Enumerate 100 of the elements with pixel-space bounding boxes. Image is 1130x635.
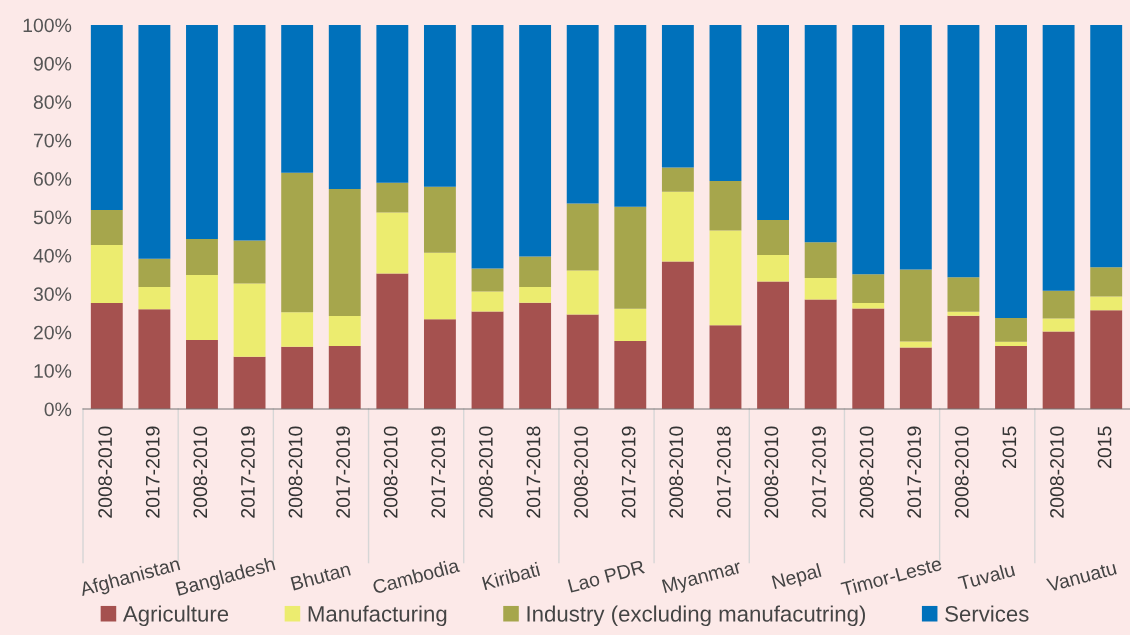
bar bbox=[566, 270, 599, 315]
bar bbox=[519, 286, 552, 303]
bar bbox=[995, 317, 1027, 342]
bar bbox=[519, 256, 552, 287]
text: Cambodia bbox=[371, 557, 461, 595]
bar bbox=[899, 341, 932, 348]
bar bbox=[186, 339, 218, 409]
bar bbox=[471, 291, 504, 312]
bar bbox=[852, 308, 885, 409]
x-tick-label: 2008-2010 bbox=[859, 426, 874, 518]
bar bbox=[757, 255, 790, 282]
bar bbox=[709, 230, 742, 326]
text: Nepal bbox=[771, 562, 823, 593]
y-tick-label: 50% bbox=[33, 210, 72, 225]
x-tick-label: 2008-2010 bbox=[764, 426, 779, 518]
bar bbox=[90, 210, 123, 246]
x-tick-label: 2015 bbox=[1097, 426, 1112, 468]
bar bbox=[376, 25, 409, 183]
bar bbox=[661, 167, 694, 192]
text: Myanmar bbox=[661, 559, 743, 597]
legend-label: Agriculture bbox=[122, 605, 229, 627]
bar bbox=[186, 238, 218, 275]
bar bbox=[995, 346, 1027, 409]
bar bbox=[90, 25, 123, 211]
bar bbox=[804, 278, 837, 300]
x-tick-label: 2017-2019 bbox=[621, 426, 636, 518]
bar bbox=[852, 25, 885, 275]
bar bbox=[947, 277, 980, 312]
bar bbox=[281, 172, 314, 313]
bar bbox=[709, 25, 742, 181]
x-tick-label: 2008-2010 bbox=[574, 426, 588, 518]
bar bbox=[233, 25, 266, 241]
bar bbox=[138, 258, 171, 287]
bar bbox=[757, 220, 790, 256]
bar bbox=[1090, 25, 1123, 268]
text: Vanuatu bbox=[1046, 561, 1117, 593]
y-tick-label: 20% bbox=[33, 325, 72, 340]
bar bbox=[90, 303, 123, 409]
bar bbox=[614, 341, 647, 409]
bar bbox=[947, 25, 980, 278]
y-tick-label: 10% bbox=[34, 364, 72, 378]
x-tick-label: 2017-2018 bbox=[716, 426, 731, 518]
bar bbox=[233, 356, 266, 409]
bar bbox=[1042, 290, 1075, 319]
x-tick-label: 2017-2019 bbox=[907, 426, 922, 518]
bar bbox=[804, 299, 837, 409]
x-tick-label: 2017-2019 bbox=[241, 426, 255, 518]
bar bbox=[852, 274, 885, 304]
bar bbox=[376, 212, 409, 274]
bar bbox=[423, 25, 456, 187]
bar bbox=[899, 347, 932, 409]
bar bbox=[471, 311, 504, 409]
bar bbox=[899, 269, 932, 342]
x-tick-label: 2017-2019 bbox=[431, 426, 446, 518]
text: Kiribati bbox=[481, 561, 541, 591]
bar bbox=[947, 315, 980, 409]
y-tick-label: 90% bbox=[33, 56, 72, 71]
y-tick-label: 80% bbox=[33, 95, 72, 110]
bar bbox=[1042, 318, 1075, 332]
bar bbox=[138, 25, 171, 259]
bar bbox=[757, 281, 790, 409]
y-tick-label: 60% bbox=[33, 172, 72, 186]
bar bbox=[281, 25, 314, 173]
x-tick-label: 2008-2010 bbox=[669, 426, 684, 518]
bar bbox=[138, 286, 171, 310]
bar bbox=[519, 302, 552, 409]
bar bbox=[519, 25, 552, 257]
y-tick-label: 40% bbox=[33, 248, 72, 263]
bar bbox=[233, 240, 266, 284]
bar bbox=[471, 25, 504, 269]
bar bbox=[614, 25, 647, 207]
bar bbox=[328, 316, 361, 347]
bar bbox=[614, 308, 647, 342]
bar bbox=[328, 25, 361, 189]
x-tick-label: 2008-2010 bbox=[954, 426, 969, 518]
bar bbox=[471, 268, 504, 292]
legend-label: Services bbox=[945, 605, 1029, 622]
bar bbox=[709, 325, 742, 409]
bar bbox=[566, 203, 599, 271]
x-tick-label: 2008-2010 bbox=[1050, 426, 1064, 518]
y-tick-label: 30% bbox=[33, 287, 72, 302]
bar bbox=[376, 182, 409, 213]
y-tick-label: 0% bbox=[44, 402, 72, 417]
bar bbox=[1090, 310, 1123, 409]
x-tick-label: 2017-2018 bbox=[526, 426, 541, 518]
bar bbox=[947, 311, 980, 316]
bar bbox=[1042, 331, 1075, 409]
y-tick-label: 100% bbox=[23, 18, 72, 33]
bar bbox=[661, 191, 694, 262]
legend-label: Manufacturing bbox=[308, 605, 447, 627]
bar bbox=[757, 25, 790, 221]
bar bbox=[899, 25, 932, 270]
x-tick-label: 2008-2010 bbox=[478, 426, 493, 518]
bar bbox=[661, 25, 694, 168]
text: Tuvalu bbox=[957, 562, 1016, 591]
bar bbox=[852, 303, 885, 309]
bar bbox=[423, 252, 456, 320]
bar bbox=[1042, 25, 1075, 291]
x-tick-label: 2015 bbox=[1002, 426, 1017, 468]
bar bbox=[423, 319, 456, 409]
